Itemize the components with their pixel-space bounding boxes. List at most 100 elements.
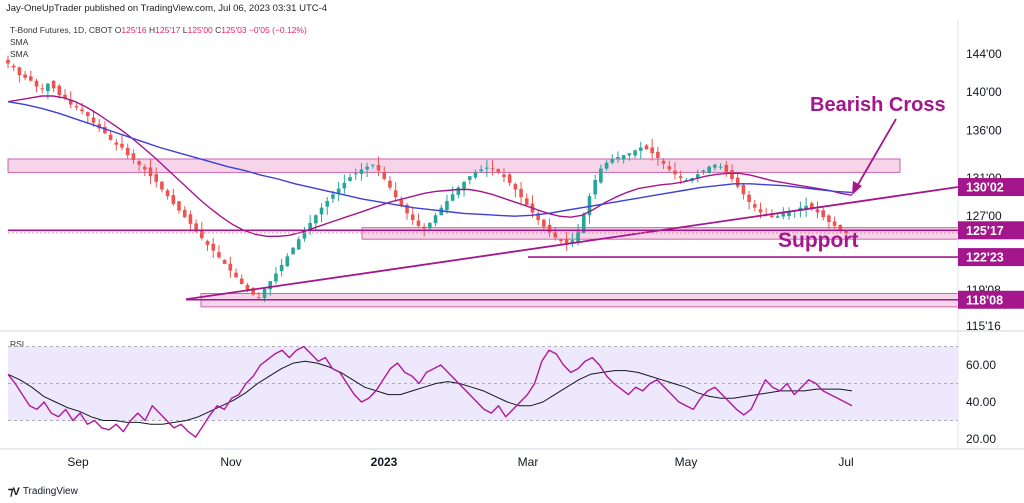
candle-body <box>80 109 84 112</box>
rsi-layer <box>7 345 958 438</box>
candle-body <box>46 83 50 92</box>
support-annotation: Support <box>778 229 858 252</box>
candle-body <box>388 180 392 188</box>
indicator-sma-slow-label[interactable]: SMA <box>10 49 29 59</box>
price-badge-label: 122'23 <box>966 251 1004 265</box>
tradingview-logo-icon: ⁊V <box>8 486 20 498</box>
candle-body <box>165 190 170 197</box>
candle-body <box>678 176 683 179</box>
candle-body <box>775 216 780 218</box>
candle-body <box>331 194 335 199</box>
candle-body <box>536 213 540 221</box>
candle-body <box>34 80 39 87</box>
annotations-layer: Bearish Cross Support <box>778 94 946 252</box>
candle-body <box>143 166 147 170</box>
candle-body <box>730 170 734 180</box>
candle-body <box>131 153 136 160</box>
candle-body <box>29 76 33 81</box>
candle-body <box>570 240 575 244</box>
candle-body <box>599 168 603 183</box>
candle-body <box>114 142 119 145</box>
candle-body <box>633 150 637 156</box>
candle-body <box>758 209 763 213</box>
time-tick-label: Jul <box>838 455 853 469</box>
price-badge <box>958 221 1024 240</box>
price-badge <box>958 178 1024 197</box>
ohlc-high: 125'17 <box>155 25 181 35</box>
candle-body <box>450 194 455 201</box>
candle-body <box>314 215 318 224</box>
candle-body <box>274 273 278 282</box>
candle-body <box>296 239 301 250</box>
indicator-sma-fast-label[interactable]: SMA <box>10 37 29 47</box>
candle-body <box>137 161 141 165</box>
candle-body <box>148 167 153 177</box>
candle-body <box>108 134 113 140</box>
symbol-header: T-Bond Futures, 1D, CBOT O125'16 H125'17… <box>10 24 307 60</box>
candle-body <box>23 74 27 78</box>
candle-body <box>593 179 597 195</box>
candle-body <box>713 164 717 168</box>
candle-body <box>353 173 358 175</box>
ohlc-open-label: O <box>114 25 122 35</box>
candle-body <box>752 204 757 208</box>
candle-body <box>524 198 529 205</box>
candle-body <box>581 214 586 233</box>
candle-body <box>371 164 375 166</box>
candle-body <box>405 204 409 214</box>
candle-body <box>467 176 472 180</box>
candle-body <box>319 207 324 215</box>
candle-body <box>74 106 79 108</box>
candle-body <box>502 174 506 178</box>
candle-body <box>285 256 290 267</box>
candle-body <box>51 80 56 89</box>
candle-body <box>268 281 273 290</box>
candle-body <box>342 182 347 189</box>
candle-body <box>410 214 415 221</box>
candle-body <box>17 67 22 75</box>
ohlc-close: 125'03 <box>221 25 247 35</box>
candle-body <box>433 215 438 224</box>
candle-body <box>473 172 478 178</box>
candle-body <box>234 272 238 278</box>
price-badge-label: 125'17 <box>966 224 1004 238</box>
candle-body <box>724 164 729 173</box>
candle-body <box>125 147 130 156</box>
candle-body <box>553 232 558 238</box>
time-tick-label: Nov <box>220 455 241 469</box>
candle-body <box>513 183 518 190</box>
ohlc-low: 125'00 <box>187 25 213 35</box>
support-resistance-zone <box>361 227 959 240</box>
moving-averages-layer <box>7 95 853 238</box>
candle-body <box>359 169 364 174</box>
candle-body <box>393 190 398 198</box>
candle-body <box>160 181 164 190</box>
rsi-tick-label: 60.00 <box>966 358 996 372</box>
candle-body <box>656 151 660 159</box>
candle-body <box>804 205 808 211</box>
candle-body <box>348 177 352 181</box>
price-tick-label: 136'00 <box>966 123 1002 137</box>
candle-body <box>86 112 90 117</box>
price-tick-label: 144'00 <box>966 47 1002 61</box>
candle-body <box>336 188 341 194</box>
candle-body <box>262 288 267 298</box>
candle-body <box>604 162 609 169</box>
candle-body <box>188 214 193 224</box>
time-tick-label: Mar <box>518 455 539 469</box>
rsi-pane-label[interactable]: RSI <box>10 339 25 349</box>
candle-body <box>205 240 210 245</box>
candle-body <box>40 88 45 90</box>
candle-body <box>177 201 181 211</box>
candle-body <box>456 187 461 195</box>
candle-body <box>171 195 176 204</box>
candle-body <box>416 220 421 226</box>
tradingview-logo[interactable]: ⁊V TradingView <box>8 485 78 498</box>
price-badge <box>958 248 1024 267</box>
candle-body <box>787 211 791 217</box>
bearish-cross-arrowhead <box>852 181 862 195</box>
sma-fast-line <box>7 95 853 238</box>
candle-body <box>735 177 740 187</box>
symbol-name[interactable]: T-Bond Futures, 1D, CBOT <box>10 25 113 35</box>
